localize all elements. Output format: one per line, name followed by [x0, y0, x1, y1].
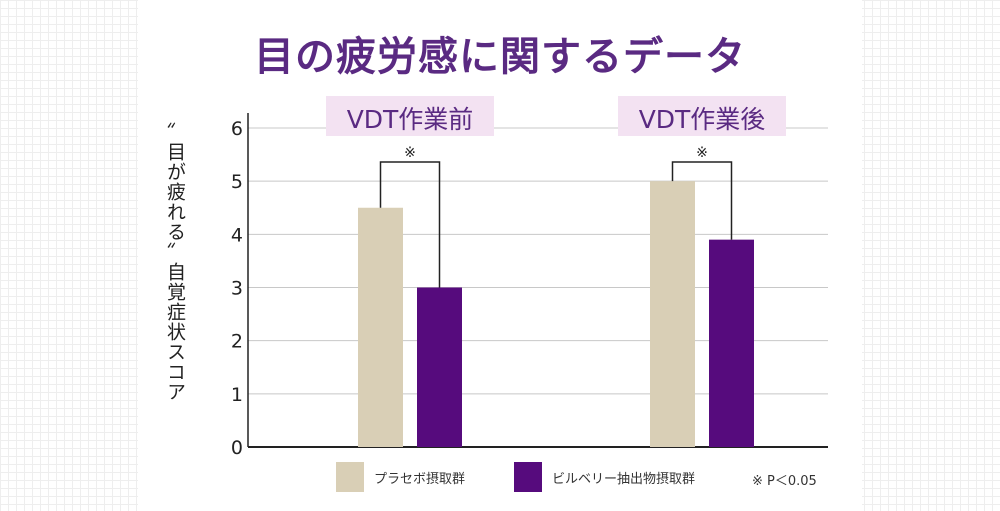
significance-footnote: ※ P＜0.05 [752, 474, 817, 489]
category-label: VDT作業前 [347, 105, 474, 134]
legend-item-placebo: プラセボ摂取群 [336, 462, 465, 492]
y-tick-label: 2 [231, 331, 243, 353]
significance-mark: ※ [696, 145, 708, 161]
category-label-bg [618, 96, 786, 136]
category-label-bg [326, 96, 494, 136]
legend-swatch-bilberry [514, 462, 542, 492]
legend-label-bilberry: ビルベリー抽出物摂取群 [552, 471, 696, 487]
legend-swatch-placebo [336, 462, 364, 492]
significance-bracket [379, 161, 441, 288]
bar [417, 287, 462, 447]
bar [709, 239, 754, 447]
significance-mark: ※ [404, 145, 416, 161]
y-tick-label: 6 [231, 118, 243, 140]
page-title: 目の疲労感に関するデータ [254, 34, 746, 80]
y-axis-label: 〞目が疲れる〞自覚症状スコア [164, 122, 186, 402]
legend-item-bilberry: ビルベリー抽出物摂取群 [514, 462, 695, 492]
y-tick-label: 0 [231, 437, 243, 459]
legend-label-placebo: プラセボ摂取群 [374, 471, 466, 487]
y-tick-label: 4 [231, 224, 243, 246]
y-tick-label: 1 [231, 384, 243, 406]
y-tick-label: 3 [231, 278, 243, 300]
bar [358, 207, 403, 447]
y-tick-label: 5 [231, 171, 243, 193]
category-label: VDT作業後 [639, 105, 766, 134]
significance-bracket [671, 161, 733, 240]
bar [650, 181, 695, 447]
